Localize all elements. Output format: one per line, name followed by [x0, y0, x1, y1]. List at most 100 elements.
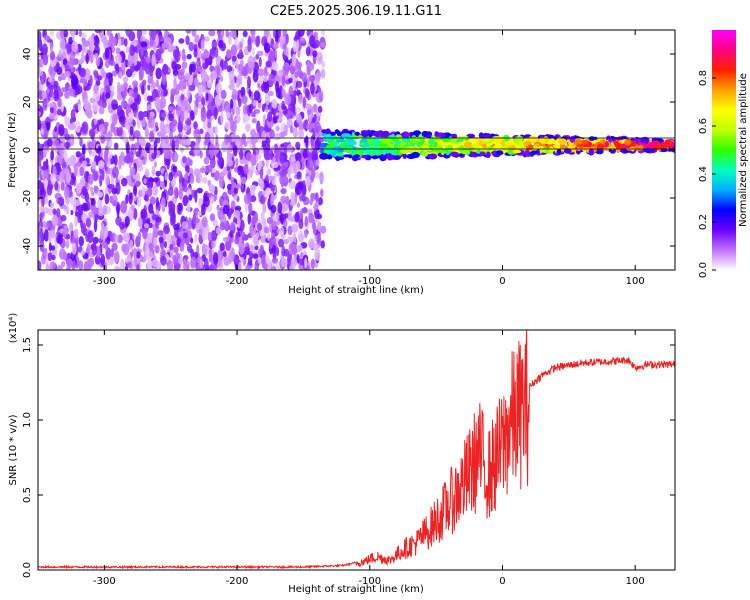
heatmap-cell [182, 195, 189, 207]
heatmap-cell [292, 103, 296, 114]
heatmap-cell [315, 192, 319, 203]
heatmap-cell [194, 189, 198, 203]
heatmap-cell [49, 30, 55, 37]
heatmap-cell [133, 58, 138, 66]
heatmap-cell [132, 247, 137, 259]
heatmap-cell [160, 248, 166, 258]
heatmap-cell [335, 152, 345, 157]
heatmap-cell [105, 59, 110, 69]
heatmap-cell [64, 141, 71, 149]
heatmap-cell [233, 187, 239, 194]
heatmap-cell [434, 131, 440, 138]
heatmap-cell [86, 258, 94, 268]
heatmap-cell [146, 259, 153, 270]
heatmap-cell [205, 164, 213, 173]
heatmap-cell [81, 121, 89, 134]
heatmap-cell [638, 145, 644, 151]
heatmap-cell [106, 30, 112, 36]
heatmap-cell [281, 103, 286, 111]
heatmap-cell [300, 194, 307, 202]
heatmap-cell [56, 53, 64, 62]
heatmap-cell [188, 41, 194, 52]
heatmap-cell [257, 68, 265, 77]
heatmap-cell [305, 46, 311, 57]
heatmap-cell [185, 157, 192, 167]
heatmap-cell [112, 113, 118, 126]
heatmap-cell [53, 89, 60, 102]
heatmap-cell [103, 121, 109, 128]
heatmap-cell [256, 50, 264, 56]
heatmap-cell [204, 89, 210, 95]
heatmap-cell [108, 151, 113, 160]
heatmap-cell [479, 151, 486, 157]
heatmap-cell [309, 35, 316, 48]
heatmap-cell [207, 121, 212, 129]
heatmap-cell [199, 258, 203, 269]
heatmap-cell [47, 102, 55, 108]
heatmap-cell [557, 149, 561, 154]
heatmap-cell [296, 89, 301, 97]
heatmap-cell [253, 90, 261, 101]
heatmap-cell [437, 145, 443, 151]
heatmap-cell [320, 240, 325, 249]
heatmap-cell [264, 66, 268, 73]
heatmap-cell [219, 171, 225, 179]
heatmap-cell [210, 230, 218, 242]
heatmap-cell [278, 238, 285, 248]
heatmap-cell [178, 202, 183, 212]
heatmap-cell [244, 202, 248, 214]
heatmap-cell [90, 132, 95, 141]
heatmap-cell [279, 151, 286, 164]
heatmap-cell [153, 183, 158, 196]
heatmap-cell [51, 214, 59, 227]
heatmap-cell [255, 232, 260, 239]
heatmap-cell [93, 118, 98, 125]
heatmap-cell [266, 143, 271, 152]
heatmap-cell [140, 208, 147, 220]
heatmap-cell [168, 130, 173, 142]
heatmap-cell [319, 152, 329, 160]
heatmap-cell [155, 170, 161, 177]
heatmap-cell [249, 244, 254, 251]
heatmap-cell [174, 252, 180, 260]
spectrogram-y-ticks: -40 -20 0 20 40 [22, 48, 675, 254]
heatmap-cell [240, 86, 246, 98]
heatmap-cell [103, 262, 108, 270]
heatmap-cell [318, 86, 322, 93]
heatmap-cell [72, 200, 77, 214]
heatmap-cell [62, 58, 68, 65]
heatmap-cell [117, 234, 123, 244]
heatmap-cell [240, 231, 246, 238]
heatmap-cell [87, 141, 95, 150]
x-tick-label: -300 [93, 576, 116, 587]
heatmap-cell [63, 204, 67, 210]
heatmap-cell [179, 110, 185, 124]
heatmap-cell [64, 90, 70, 99]
heatmap-cell [203, 257, 209, 270]
heatmap-cell [528, 135, 538, 143]
heatmap-cell [191, 30, 197, 37]
heatmap-cell [151, 30, 157, 41]
heatmap-cell [318, 56, 322, 62]
heatmap-cell [231, 108, 235, 116]
heatmap-cell [189, 174, 195, 185]
heatmap-cell [167, 187, 174, 197]
heatmap-cell [135, 180, 142, 187]
heatmap-cell [287, 167, 291, 178]
snr-frame [37, 329, 676, 571]
heatmap-cell [43, 207, 50, 214]
heatmap-cell [207, 179, 212, 187]
heatmap-cell [97, 145, 102, 154]
heatmap-cell [251, 118, 257, 124]
snr-series [38, 330, 675, 570]
heatmap-cell [382, 148, 387, 155]
heatmap-cell [199, 150, 203, 159]
heatmap-cell [207, 231, 212, 242]
heatmap-cell [271, 220, 277, 231]
heatmap-cell [38, 205, 45, 213]
heatmap-cell [226, 152, 233, 164]
heatmap-cell [263, 75, 268, 83]
heatmap-cell [201, 176, 208, 184]
heatmap-cell [75, 161, 82, 167]
heatmap-cell [190, 63, 196, 73]
